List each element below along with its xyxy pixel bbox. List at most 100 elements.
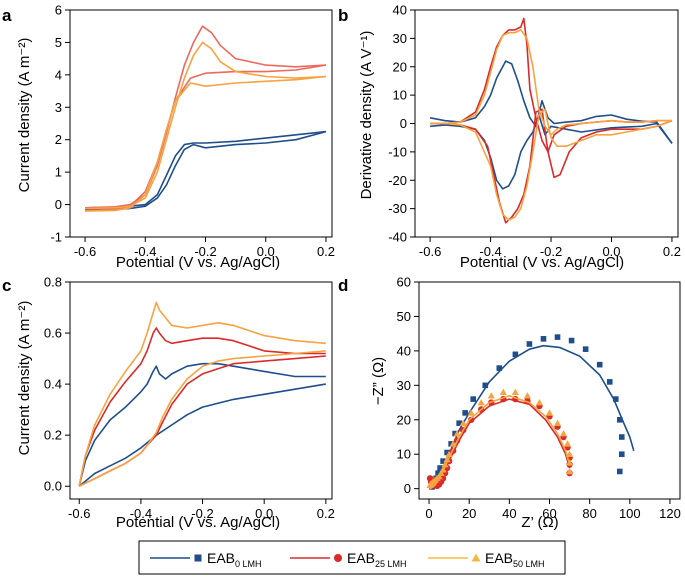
series-c-2-line: [78, 327, 326, 487]
series-d-4-point: [437, 469, 445, 476]
plot-b: -0.6 -0.4 -0.2 0.0 0.2 -40 -30 -20 -10 0 10 20 30 40: [388, 3, 681, 260]
series-b-0-line: [429, 60, 673, 144]
series-d-4-point: [535, 398, 544, 406]
legend-marker-eab50: [471, 553, 481, 562]
series-d-0-point: [616, 468, 623, 475]
series-a-2-line: [85, 25, 327, 209]
y-tick-label-c: 0.4: [44, 377, 62, 392]
series-b-4-line: [430, 29, 672, 136]
y-tick-label-d: 60: [397, 275, 411, 290]
series-a-0-line: [85, 130, 327, 209]
x-tick-label-a: -0.4: [134, 244, 156, 259]
panel-d: d 0 20 40 60 80 100 120 0 10 20 30 40 50 60 Z’ (Ω) −Z…: [338, 275, 681, 532]
y-tick-label-b: 0: [400, 116, 407, 131]
y-axis-label-d: −Z” (Ω): [370, 357, 387, 405]
series-group-c: [78, 301, 326, 487]
series-c-5-line: [78, 350, 326, 487]
series-d-4-point: [565, 450, 574, 458]
x-tick-label-d: 120: [659, 506, 681, 521]
plot-frame-d: [418, 281, 681, 500]
series-group-d: [426, 334, 635, 490]
series-d-0-point: [462, 410, 468, 416]
y-tick-label-b: 10: [393, 88, 407, 103]
y-tick-label-d: 10: [397, 447, 411, 462]
legend-label-eab0: EAB0 LMH: [207, 550, 262, 569]
x-axis-label-b: Potential (V vs. Ag/AgCl): [460, 254, 624, 271]
legend-marker-eab0: [194, 554, 202, 562]
x-tick-label-a: -0.6: [74, 244, 96, 259]
series-d-0-point: [616, 416, 623, 423]
series-c-0-line: [78, 362, 326, 487]
series-d-0-point: [470, 396, 477, 402]
series-d-4-point: [523, 392, 532, 399]
series-d-0-point: [526, 341, 533, 347]
y-tick-label-c: 0.2: [44, 428, 62, 443]
panel-label-a: a: [2, 6, 12, 25]
y-tick-label-d: 40: [397, 343, 411, 358]
series-d-4-point: [563, 440, 572, 447]
series-b-2-line: [430, 17, 672, 153]
x-axis-label-c: Potential (V vs. Ag/AgCl): [116, 514, 280, 531]
y-tick-label-b: -10: [388, 144, 407, 159]
series-d-4-point: [477, 398, 485, 406]
legend-marker-eab25: [334, 554, 342, 562]
series-d-0-point: [618, 434, 625, 440]
plot-frame-c: [69, 281, 333, 500]
series-c-4-line: [78, 301, 326, 487]
series-d-0-point: [568, 337, 575, 344]
series-d-4-point: [453, 429, 461, 437]
y-tick-label-a: 2: [55, 132, 62, 147]
series-d-4-point: [443, 455, 451, 463]
x-tick-label-b: -0.2: [540, 244, 562, 259]
y-tick-label-b: -20: [388, 173, 407, 188]
panel-a: a -0.6 -0.4 -0.2 0.0 0.2 -1 0 1 2 3 4 5 6 Potential …: [2, 3, 335, 272]
x-tick-label-c: -0.4: [130, 506, 152, 521]
panel-label-c: c: [2, 276, 11, 295]
series-b-5-line: [430, 108, 673, 221]
y-tick-label-d: 50: [397, 309, 411, 324]
legend-items: EAB0 LMH EAB25 LMH EAB50 LMH: [150, 550, 545, 569]
panel-label-d: d: [338, 276, 348, 295]
series-d-2-point: [468, 416, 475, 423]
series-a-5-line: [85, 75, 327, 212]
x-tick-label-b: 0.0: [602, 244, 620, 259]
series-d-0-point: [440, 458, 446, 464]
y-tick-label-d: 30: [397, 378, 411, 393]
series-d-1-line: [434, 344, 635, 488]
legend-box: [138, 540, 566, 575]
series-d-0-point: [435, 470, 441, 476]
plot-d: 0 20 40 60 80 100 120 0 10 20 30 40 50 60: [397, 275, 681, 522]
x-axis-label-a: Potential (V vs. Ag/AgCl): [116, 254, 280, 271]
series-d-0-point: [444, 449, 450, 456]
x-tick-label-a: 0.0: [257, 244, 275, 259]
x-tick-label-d: 100: [619, 506, 641, 521]
y-axis-label-b: Derivative density (A V⁻¹): [358, 31, 375, 200]
series-d-0-point: [437, 465, 443, 471]
series-d-0-point: [512, 351, 519, 358]
x-tick-label-b: -0.6: [419, 244, 441, 259]
x-tick-label-d: 80: [582, 506, 596, 521]
series-a-1-line: [85, 130, 327, 211]
series-d-4-point: [435, 473, 443, 480]
series-group-a: [85, 25, 327, 212]
x-tick-label-d: 60: [542, 506, 556, 521]
y-tick-label-d: 0: [404, 481, 411, 496]
series-d-0-point: [612, 396, 619, 402]
y-tick-label-a: 5: [55, 35, 62, 50]
y-tick-label-a: -1: [50, 230, 62, 245]
series-d-4-point: [499, 388, 507, 396]
y-tick-label-b: 30: [393, 31, 407, 46]
y-tick-label-a: 6: [55, 3, 62, 18]
series-d-4-point: [545, 409, 554, 416]
series-d-0-point: [482, 382, 489, 389]
series-d-4-point: [565, 467, 574, 475]
panel-label-b: b: [338, 6, 348, 25]
legend: EAB0 LMH EAB25 LMH EAB50 LMH: [138, 540, 566, 575]
series-d-4-point: [487, 392, 495, 399]
y-tick-label-b: 20: [393, 59, 407, 74]
series-a-4-line: [85, 41, 327, 210]
x-tick-label-b: -0.4: [479, 244, 501, 259]
y-tick-label-c: 0.6: [44, 326, 62, 341]
plot-c: -0.6 -0.4 -0.2 0.0 0.2 0.0 0.2 0.4 0.6 0.8: [44, 275, 335, 522]
